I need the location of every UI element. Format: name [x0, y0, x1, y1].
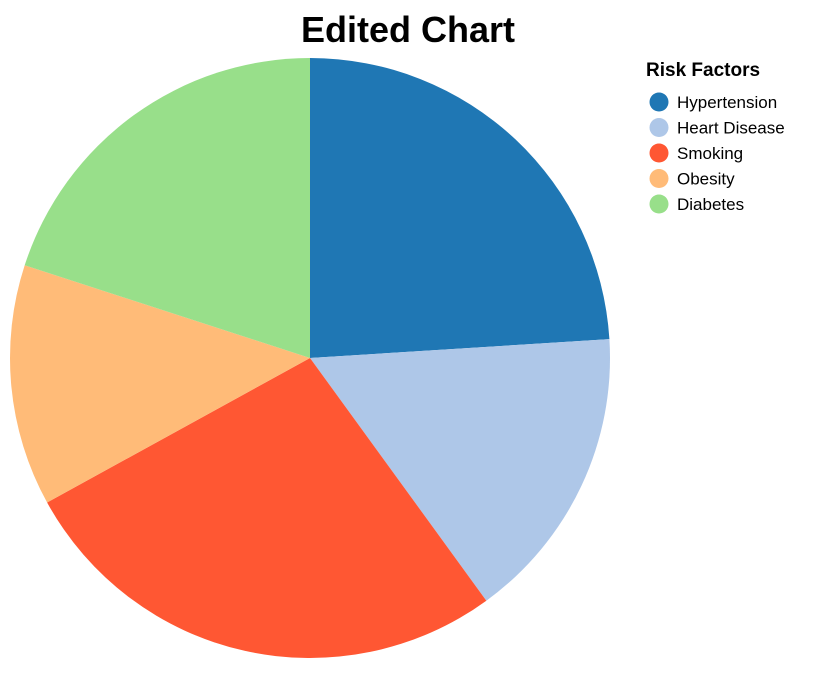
- legend-item-hypertension[interactable]: Hypertension: [649, 92, 778, 113]
- legend-label-hypertension: Hypertension: [677, 93, 777, 112]
- legend-label-heart-disease: Heart Disease: [677, 119, 785, 138]
- legend-label-diabetes: Diabetes: [677, 195, 744, 214]
- legend-swatch-heart-disease: [649, 118, 669, 137]
- chart-title: Edited Chart: [301, 9, 515, 50]
- pie-slice-diabetes[interactable]: [24, 57, 311, 358]
- legend-item-diabetes[interactable]: Diabetes: [649, 194, 745, 215]
- legend-items: Hypertension Heart Disease Smoking Obesity D…: [649, 92, 785, 215]
- legend-swatch-hypertension: [649, 92, 669, 112]
- pie-slice-heart-disease[interactable]: [310, 339, 611, 601]
- pie-slice-hypertension[interactable]: [310, 58, 610, 358]
- pie-slices: [9, 57, 611, 659]
- legend-item-smoking[interactable]: Smoking: [649, 143, 744, 164]
- pie-slice-smoking[interactable]: [47, 358, 487, 659]
- legend-item-heart-disease[interactable]: Heart Disease: [649, 118, 785, 138]
- legend-label-obesity: Obesity: [677, 170, 735, 189]
- legend-swatch-smoking: [649, 143, 669, 163]
- pie-slice-obesity[interactable]: [9, 265, 311, 503]
- legend-item-obesity[interactable]: Obesity: [649, 169, 736, 189]
- legend: Risk Factors Hypertension Heart Disease Sm…: [646, 60, 785, 214]
- legend-label-smoking: Smoking: [677, 144, 743, 163]
- legend-swatch-obesity: [649, 169, 669, 188]
- legend-title: Risk Factors: [646, 60, 760, 81]
- legend-swatch-diabetes: [649, 194, 669, 214]
